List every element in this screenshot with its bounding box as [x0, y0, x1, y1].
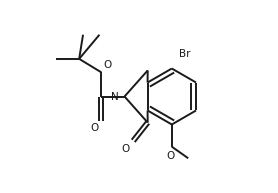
- Text: N: N: [111, 91, 119, 102]
- Text: O: O: [90, 123, 98, 133]
- Text: O: O: [167, 151, 175, 161]
- Text: O: O: [103, 60, 111, 70]
- Text: Br: Br: [178, 49, 190, 59]
- Text: O: O: [121, 144, 129, 154]
